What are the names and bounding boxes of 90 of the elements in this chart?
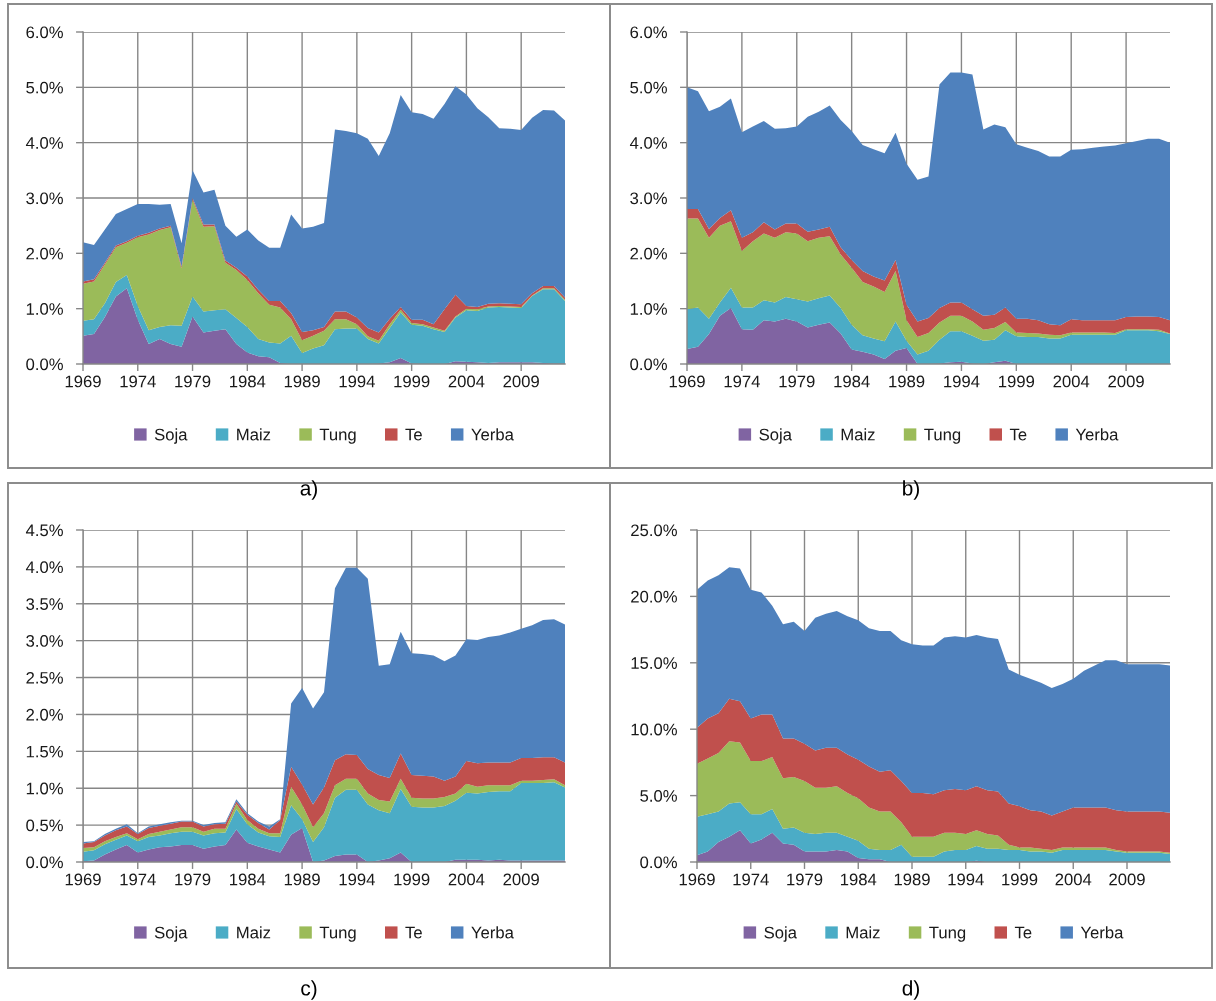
x-tick-label: 1994 <box>339 873 375 886</box>
x-tick-label: 1984 <box>834 375 870 388</box>
y-tick-label: 2.5% <box>26 671 63 684</box>
y-tick-label: 4.5% <box>25 524 63 537</box>
legend-label: Te <box>1009 428 1027 441</box>
text: b) <box>903 480 919 500</box>
y-tick-label: 25.0% <box>631 524 677 537</box>
x-tick-label: 1989 <box>284 375 320 388</box>
x-tick-label: 1984 <box>230 375 266 388</box>
legend-label: Soja <box>154 926 188 942</box>
y-tick-label: 0.5% <box>26 819 63 832</box>
legend-label: Soja <box>154 428 188 444</box>
legend-label: Te <box>405 428 422 441</box>
x-tick-label: 1974 <box>733 873 769 886</box>
y-tick-label: 0.0% <box>26 856 63 869</box>
x-tick-label: 1969 <box>65 873 101 886</box>
legend-label: Yerba <box>471 428 514 441</box>
legend-label: Tung <box>319 428 356 444</box>
y-tick-label: 5.0% <box>630 81 667 94</box>
legend-label: Te <box>405 926 422 939</box>
x-tick-label: 1969 <box>679 873 715 886</box>
x-tick-label: 2004 <box>448 375 485 388</box>
y-tick-label: 2.0% <box>630 247 667 260</box>
y-tick-label: 3.0% <box>26 192 63 205</box>
x-tick-label: 1979 <box>787 873 823 886</box>
y-tick-label: 2.0% <box>26 247 63 260</box>
text: c) <box>301 980 317 1000</box>
y-tick-label: 0.0% <box>26 358 63 371</box>
x-tick-label: 2009 <box>1108 375 1144 388</box>
x-tick-label: 1989 <box>284 873 320 886</box>
legend-label: Yerba <box>471 926 514 939</box>
text: d) <box>902 980 919 1000</box>
x-tick-label: 1994 <box>339 375 375 388</box>
y-tick-label: 20.0% <box>631 590 677 603</box>
x-tick-label: 2004 <box>448 873 485 886</box>
legend-label: Maiz <box>237 428 271 441</box>
text: a) <box>300 480 317 500</box>
legend-label: Yerba <box>1080 926 1124 939</box>
y-tick-label: 4.0% <box>25 561 63 574</box>
x-tick-label: 1999 <box>1002 873 1038 886</box>
legend-label: Tung <box>924 428 961 444</box>
x-tick-label: 2009 <box>503 873 539 886</box>
x-tick-label: 1999 <box>394 375 430 388</box>
legend-label: Tung <box>319 926 356 942</box>
legend-label: Maiz <box>841 428 875 441</box>
x-tick-label: 2009 <box>1109 873 1145 886</box>
x-tick-label: 1999 <box>394 873 430 886</box>
y-tick-label: 3.0% <box>630 192 667 205</box>
legend-label: Te <box>1014 926 1032 939</box>
y-tick-label: 0.0% <box>640 856 677 869</box>
x-tick-label: 1974 <box>120 375 156 388</box>
y-tick-label: 15.0% <box>631 657 677 669</box>
x-tick-label: 1999 <box>999 375 1035 388</box>
x-tick-label: 1974 <box>724 375 760 388</box>
y-tick-label: 3.5% <box>26 598 63 610</box>
x-tick-label: 1989 <box>889 375 925 388</box>
y-tick-label: 6.0% <box>630 26 667 39</box>
legend-label: Soja <box>759 428 792 444</box>
legend-label: Yerba <box>1075 428 1119 441</box>
x-tick-label: 1974 <box>120 873 156 886</box>
y-tick-label: 0.0% <box>630 358 667 371</box>
x-tick-label: 2004 <box>1053 375 1090 388</box>
x-tick-label: 1989 <box>894 873 930 886</box>
legend-label: Maiz <box>237 926 271 939</box>
y-tick-label: 10.0% <box>631 723 677 736</box>
y-tick-label: 1.0% <box>26 303 63 315</box>
x-tick-label: 1969 <box>65 375 101 388</box>
x-tick-label: 2009 <box>503 375 539 388</box>
x-tick-label: 1969 <box>669 375 705 388</box>
y-tick-label: 5.0% <box>640 790 677 802</box>
y-tick-label: 1.0% <box>630 303 667 315</box>
y-tick-label: 5.0% <box>26 81 63 94</box>
y-tick-label: 2.0% <box>26 708 63 721</box>
x-tick-label: 2004 <box>1055 873 1092 886</box>
x-tick-label: 1979 <box>779 375 815 388</box>
legend-label: Tung <box>929 926 966 942</box>
legend-label: Soja <box>764 926 797 942</box>
x-tick-label: 1984 <box>840 873 877 886</box>
x-tick-label: 1979 <box>175 873 211 886</box>
legend-label: Maiz <box>846 926 880 939</box>
y-tick-label: 6.0% <box>26 26 63 39</box>
x-tick-label: 1984 <box>230 873 266 886</box>
x-tick-label: 1979 <box>175 375 211 388</box>
y-tick-label: 1.0% <box>26 782 63 795</box>
y-tick-label: 1.5% <box>26 745 63 758</box>
y-tick-label: 3.0% <box>26 635 63 647</box>
x-tick-label: 1994 <box>944 375 980 388</box>
y-tick-label: 4.0% <box>629 137 667 149</box>
x-tick-label: 1994 <box>948 873 984 886</box>
y-tick-label: 4.0% <box>25 137 63 149</box>
